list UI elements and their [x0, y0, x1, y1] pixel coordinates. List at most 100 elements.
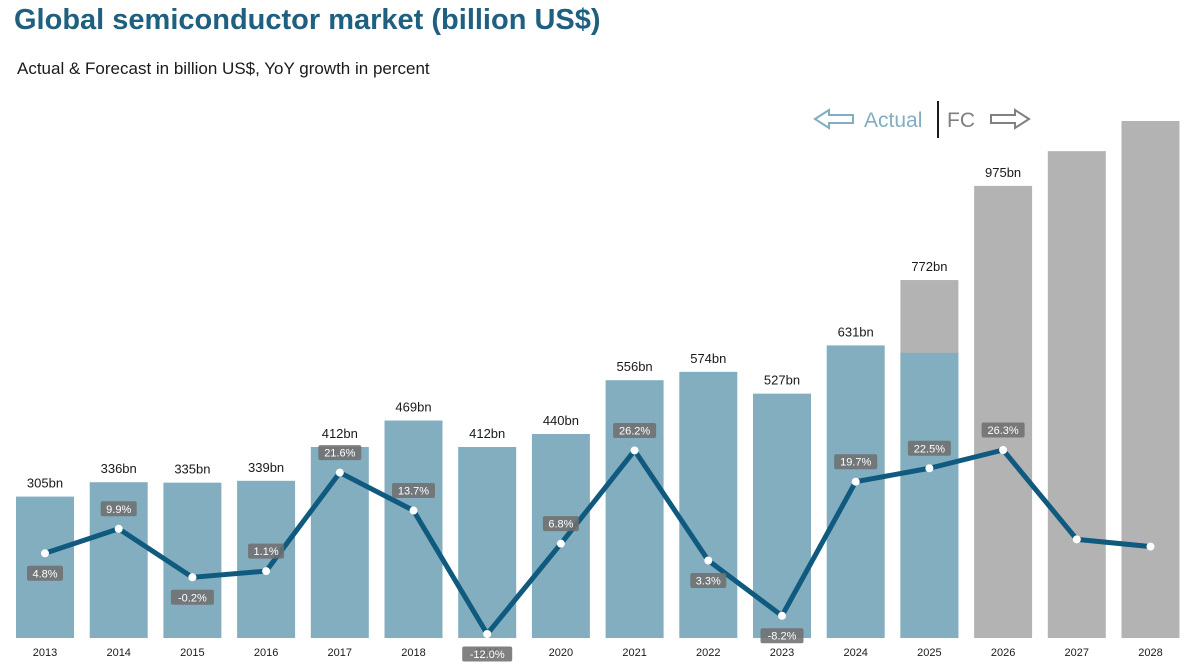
x-tick-label: 2026 — [991, 647, 1015, 659]
growth-point-2022 — [704, 556, 713, 565]
growth-label-box — [248, 543, 285, 559]
growth-label-text: -8.2% — [768, 631, 797, 643]
growth-label-text: 9.9% — [106, 504, 131, 516]
x-tick-label: 2021 — [622, 647, 646, 659]
growth-point-2017 — [335, 468, 344, 477]
bar-value-label: 412bn — [469, 426, 505, 441]
growth-label-2017: 21.6% — [318, 445, 362, 461]
bar-actual-2025 — [900, 352, 959, 638]
x-tick-label: 2015 — [180, 647, 204, 659]
growth-point-2019 — [483, 630, 492, 638]
growth-label-2021: 26.2% — [613, 422, 657, 438]
bar-value-label: 336bn — [101, 461, 137, 476]
x-tick-label: 2024 — [843, 647, 867, 659]
bar-value-label: 574bn — [690, 351, 726, 366]
growth-label-2025: 22.5% — [907, 440, 951, 456]
x-tick-label: 2025 — [917, 647, 941, 659]
growth-label-box — [613, 422, 657, 438]
growth-label-text: 1.1% — [254, 546, 279, 558]
growth-label-text: -12.0% — [470, 649, 505, 661]
growth-point-2027 — [1072, 535, 1081, 544]
growth-label-2020: 6.8% — [542, 516, 579, 532]
growth-label-box — [760, 628, 804, 644]
bar-actual-2016 — [237, 480, 296, 638]
x-tick-label: 2028 — [1138, 647, 1162, 659]
bar-actual-2024 — [826, 345, 885, 638]
growth-point-2016 — [262, 567, 271, 576]
bar-value-label: 440bn — [543, 413, 579, 428]
bar-value-label: 339bn — [248, 460, 284, 475]
growth-point-2025 — [925, 464, 934, 473]
left-arrow-icon — [813, 108, 854, 130]
growth-label-box — [462, 646, 513, 662]
bar-value-label: 556bn — [617, 359, 653, 374]
x-tick-label: 2022 — [696, 647, 720, 659]
growth-label-box — [834, 454, 878, 470]
growth-label-box — [392, 483, 435, 499]
bar-actual-2020 — [531, 433, 590, 638]
growth-point-2023 — [778, 611, 786, 620]
growth-point-2013 — [41, 549, 49, 558]
growth-label-box — [542, 516, 579, 532]
growth-label-2014: 9.9% — [100, 501, 137, 517]
bar-actual-2015 — [163, 482, 222, 638]
bar-value-label: 412bn — [322, 426, 358, 441]
growth-label-2015: -0.2% — [170, 589, 214, 605]
growth-point-2014 — [114, 524, 123, 533]
growth-label-text: 4.8% — [32, 568, 57, 580]
bar-actual-2023 — [753, 393, 811, 638]
growth-label-text: 22.5% — [914, 443, 945, 455]
bar-value-label: 772bn — [911, 259, 947, 274]
growth-label-2018: 13.7% — [392, 483, 435, 499]
bar-value-label: 631bn — [838, 324, 874, 339]
growth-label-text: 19.7% — [840, 457, 871, 469]
growth-series-line — [44, 447, 1151, 637]
x-tick-label: 2014 — [106, 647, 130, 659]
x-tick-label: 2016 — [254, 647, 278, 659]
growth-label-box — [981, 422, 1025, 438]
growth-point-2024 — [851, 477, 860, 486]
growth-label-text: 6.8% — [548, 519, 573, 531]
chart-subtitle: Actual & Forecast in billion US$, YoY gr… — [17, 59, 430, 78]
growth-label-text: 21.6% — [324, 448, 355, 460]
growth-label-text: 26.3% — [987, 425, 1018, 437]
bar-value-label: 975bn — [985, 165, 1021, 180]
growth-label-2022: 3.3% — [690, 572, 727, 588]
growth-label-2024: 19.7% — [834, 454, 878, 470]
bar-forecast-2026 — [974, 185, 1033, 638]
bar-actual-2017 — [310, 446, 369, 638]
growth-point-2026 — [999, 446, 1008, 454]
growth-label-2023: -8.2% — [760, 628, 804, 644]
x-tick-label: 2027 — [1065, 647, 1089, 659]
legend-actual-label: Actual — [864, 109, 922, 132]
growth-label-2026: 26.3% — [981, 422, 1025, 438]
growth-label-box — [100, 501, 137, 517]
bar-value-label: 469bn — [395, 400, 431, 415]
growth-point-2020 — [556, 539, 565, 548]
growth-label-box — [907, 440, 951, 456]
growth-label-2019: -12.0% — [462, 646, 513, 662]
legend-forecast-label: FC — [947, 109, 975, 132]
growth-label-text: -0.2% — [178, 592, 207, 604]
right-arrow-icon — [990, 108, 1031, 130]
growth-point-2015 — [188, 573, 197, 582]
growth-label-2013: 4.8% — [27, 565, 63, 581]
growth-label-box — [690, 572, 727, 588]
bar-forecast-2028 — [1121, 121, 1180, 638]
x-tick-label: 2023 — [770, 647, 794, 659]
x-tick-label: 2018 — [401, 647, 425, 659]
chart-title: Global semiconductor market (billion US$… — [14, 4, 601, 36]
growth-point-2021 — [630, 446, 639, 455]
x-tick-label: 2020 — [549, 647, 573, 659]
growth-label-box — [170, 589, 214, 605]
bar-actual-2021 — [605, 380, 664, 638]
bar-value-label: 335bn — [174, 462, 210, 477]
bar-value-label: 305bn — [27, 476, 63, 491]
growth-point-2028 — [1146, 542, 1155, 551]
bar-forecast-2027 — [1047, 151, 1106, 638]
growth-label-box — [318, 445, 362, 461]
growth-label-2016: 1.1% — [248, 543, 285, 559]
growth-label-box — [27, 565, 63, 581]
x-tick-label: 2013 — [33, 647, 57, 659]
